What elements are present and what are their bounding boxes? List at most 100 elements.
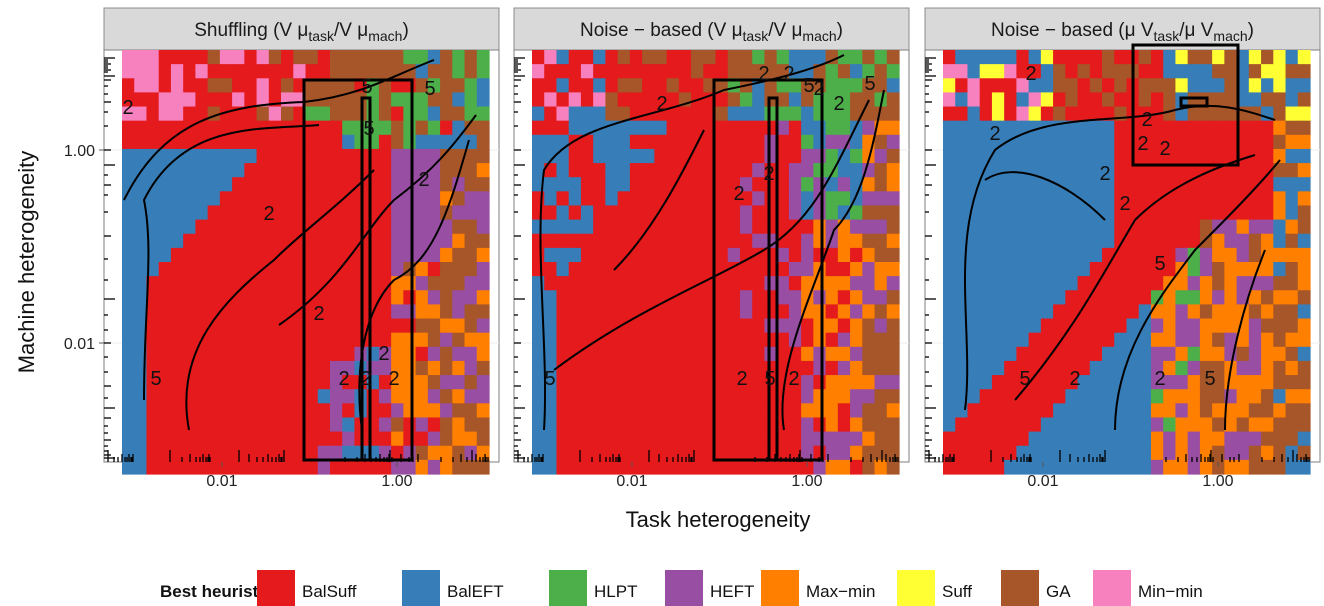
heatmap-cell	[232, 431, 245, 447]
heatmap-cell	[801, 276, 814, 291]
heatmap-cell	[1028, 177, 1042, 192]
heatmap-cell	[170, 375, 184, 390]
heatmap-cell	[568, 417, 582, 433]
heatmap-cell	[991, 233, 1005, 249]
heatmap-cell	[617, 50, 631, 65]
heatmap-cell	[391, 375, 404, 390]
heatmap-cell	[452, 403, 466, 419]
heatmap-cell	[678, 375, 692, 390]
heatmap-cell	[580, 191, 594, 207]
heatmap-cell	[329, 148, 343, 164]
heatmap-cell	[788, 191, 802, 207]
heatmap-cell	[979, 92, 993, 108]
heatmap-cell	[1285, 177, 1299, 192]
heatmap-cell	[678, 219, 692, 235]
heatmap-cell	[642, 163, 655, 178]
heatmap-cell	[837, 346, 851, 362]
heatmap-cell	[788, 276, 802, 291]
heatmap-cell	[183, 78, 196, 93]
heatmap-cell	[544, 120, 558, 136]
heatmap-cell	[1028, 445, 1042, 461]
heatmap-cell	[1273, 233, 1287, 249]
heatmap-cell	[979, 459, 993, 475]
heatmap-cell	[825, 78, 839, 93]
heatmap-cell	[629, 134, 643, 150]
heatmap-cell	[1212, 332, 1225, 348]
heatmap-cell	[801, 318, 814, 334]
heatmap-cell	[788, 78, 802, 93]
heatmap-cell	[170, 332, 184, 348]
heatmap-cell	[1273, 276, 1287, 291]
heatmap-cell	[715, 290, 729, 305]
panel-3: Noise − based (μ Vtask/μ Vmach)222222255…	[924, 7, 1321, 490]
heatmap-cell	[1114, 219, 1128, 235]
heatmap-cell	[617, 403, 631, 419]
heatmap-cell	[568, 304, 582, 320]
heatmap-cell	[122, 332, 135, 348]
heatmap-cell	[967, 148, 981, 164]
heatmap-cell	[1138, 191, 1152, 207]
heatmap-cell	[195, 92, 209, 108]
heatmap-cell	[219, 78, 233, 93]
heatmap-cell	[605, 276, 619, 291]
heatmap-cell	[556, 403, 570, 419]
heatmap-cell	[415, 459, 429, 475]
heatmap-cell	[813, 360, 827, 376]
heatmap-cell	[244, 445, 258, 461]
heatmap-cell	[415, 276, 429, 291]
heatmap-cell	[1175, 191, 1189, 207]
heatmap-cell	[1236, 177, 1250, 192]
heatmap-cell	[752, 431, 766, 447]
heatmap-cell	[580, 375, 594, 390]
heatmap-cell	[1077, 276, 1091, 291]
heatmap-cell	[544, 459, 558, 475]
heatmap-cell	[1212, 106, 1225, 122]
heatmap-cell	[158, 177, 172, 192]
heatmap-cell	[207, 78, 221, 93]
heatmap-cell	[991, 332, 1005, 348]
heatmap-cell	[837, 262, 851, 277]
heatmap-cell	[1053, 346, 1066, 362]
heatmap-cell	[305, 134, 319, 150]
heatmap-cell	[666, 106, 680, 122]
contour-line	[123, 59, 435, 201]
heatmap-cell	[134, 459, 148, 475]
heatmap-cell	[1187, 148, 1201, 164]
heatmap-cell	[293, 459, 307, 475]
heatmap-cell	[991, 205, 1005, 221]
heatmap-cell	[776, 290, 790, 305]
heatmap-cell	[1224, 92, 1238, 108]
heatmap-cell	[1028, 389, 1042, 404]
heatmap-cell	[1297, 389, 1311, 404]
heatmap-cell	[1138, 78, 1152, 93]
heatmap-cell	[476, 360, 490, 376]
heatmap-cell	[1004, 233, 1017, 249]
heatmap-cell	[850, 92, 863, 108]
heatmap-cell	[1028, 205, 1042, 221]
heatmap-cell	[207, 431, 221, 447]
heatmap-cell	[752, 389, 766, 404]
heatmap-cell	[378, 431, 392, 447]
heatmap-cell	[739, 92, 753, 108]
heatmap-cell	[305, 205, 319, 221]
heatmap-cell	[158, 134, 172, 150]
legend-label: GA	[1046, 582, 1071, 601]
heatmap-cell	[195, 403, 209, 419]
heatmap-cell	[850, 332, 863, 348]
heatmap-cell	[268, 304, 282, 320]
heatmap-cell	[874, 332, 888, 348]
heatmap-cell	[1224, 148, 1238, 164]
heatmap-cell	[1236, 332, 1250, 348]
heatmap-cell	[146, 262, 160, 277]
heatmap-cell	[1236, 247, 1250, 263]
heatmap-cell	[1053, 304, 1066, 320]
heatmap-cell	[1248, 92, 1262, 108]
heatmap-cell	[440, 276, 453, 291]
heatmap-cell	[329, 262, 343, 277]
heatmap-cell	[617, 92, 631, 108]
heatmap-cell	[568, 276, 582, 291]
heatmap-cell	[739, 445, 753, 461]
heatmap-cell	[1077, 304, 1091, 320]
heatmap-cell	[1150, 262, 1164, 277]
heatmap-cell	[862, 431, 876, 447]
